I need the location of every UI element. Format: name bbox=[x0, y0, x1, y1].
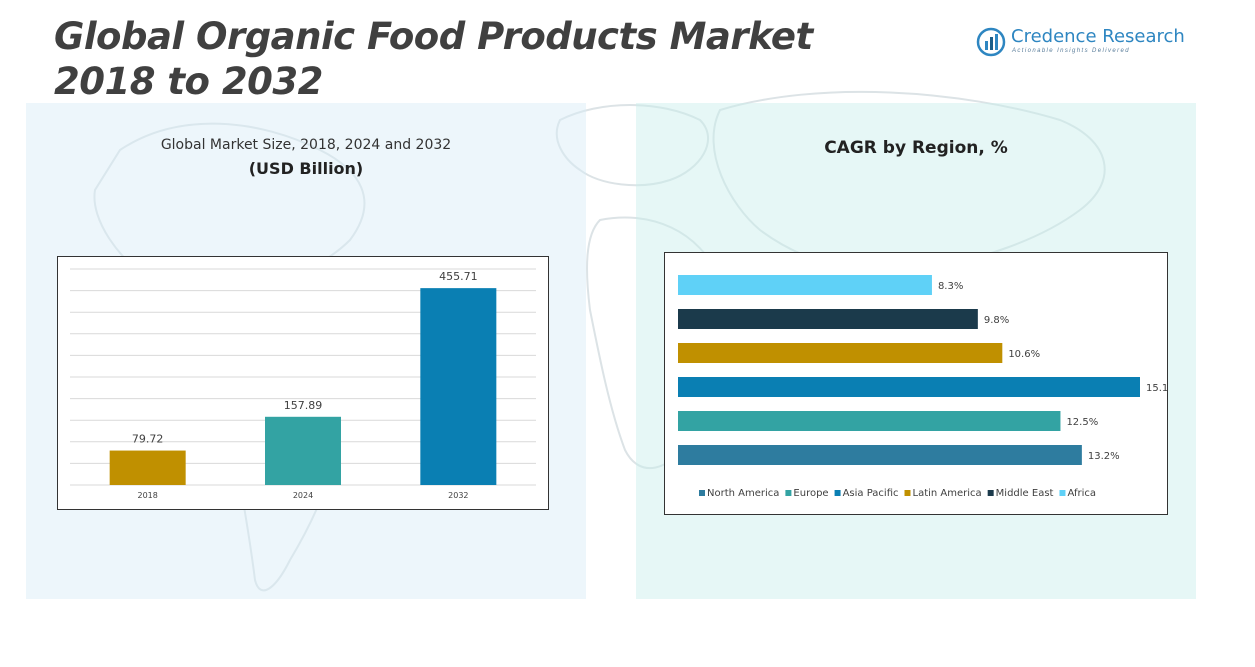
legend-swatch bbox=[834, 490, 841, 496]
legend-label: Middle East bbox=[996, 488, 1054, 499]
legend-label: Europe bbox=[793, 488, 828, 499]
x-tick-label: 2018 bbox=[137, 491, 157, 500]
legend-label: Latin America bbox=[913, 488, 982, 499]
legend-swatch bbox=[699, 490, 705, 496]
logo-name: Credence Research bbox=[1011, 26, 1185, 47]
hbar-value-label: 15.1% bbox=[1146, 383, 1167, 394]
hbar-europe bbox=[678, 411, 1061, 431]
cagr-horizontal-bar-chart: 13.2% 12.5% 15.1% 10.6% 9.8% 8.3% North Americ… bbox=[678, 275, 1178, 499]
market-size-title: Global Market Size, 2018, 2024 and 2032 bbox=[160, 137, 452, 153]
hbar-asia-pacific bbox=[678, 377, 1140, 397]
bar-2032 bbox=[420, 288, 497, 485]
market-size-unit: (USD Billion) bbox=[248, 159, 364, 178]
hbar-value-label: 13.2% bbox=[1088, 451, 1120, 462]
market-size-chart-frame: 79.72 2018 157.89 2024 455.71 2032 bbox=[57, 256, 549, 510]
legend-label: North America bbox=[707, 488, 779, 499]
bar-2024 bbox=[265, 416, 341, 485]
page-title-text: Global Organic Food Products Market 2018… bbox=[54, 15, 813, 103]
hbar-africa bbox=[678, 275, 932, 295]
market-size-bar-chart: 79.72 2018 157.89 2024 455.71 2032 bbox=[70, 268, 536, 500]
bar-2018 bbox=[109, 450, 186, 485]
credence-research-logo: Credence Research Actionable Insights De… bbox=[976, 26, 1185, 60]
hbar-value-label: 10.6% bbox=[1008, 349, 1040, 360]
hbar-value-label: 8.3% bbox=[938, 281, 963, 292]
page-title: Global Organic Food Products Market 2018… bbox=[54, 14, 813, 104]
hbar-north-america bbox=[678, 445, 1082, 465]
legend-swatch bbox=[785, 490, 792, 496]
legend-swatch bbox=[987, 490, 994, 496]
legend-swatch bbox=[904, 490, 911, 496]
hbar-latin-america bbox=[678, 343, 1003, 363]
legend-label: Asia Pacific bbox=[843, 488, 899, 499]
bar-chart-logo-icon bbox=[976, 27, 1006, 57]
cagr-title: CAGR by Region, % bbox=[824, 138, 1008, 158]
legend-swatch bbox=[1059, 490, 1066, 496]
legend-label: Africa bbox=[1067, 488, 1096, 499]
cagr-chart-frame: 13.2% 12.5% 15.1% 10.6% 9.8% 8.3% North Americ… bbox=[664, 252, 1178, 515]
bar-value-label: 157.89 bbox=[284, 399, 323, 412]
x-tick-label: 2024 bbox=[293, 491, 313, 500]
logo-tagline: Actionable Insights Delivered bbox=[1012, 48, 1130, 54]
hbar-value-label: 12.5% bbox=[1066, 417, 1098, 428]
hbar-middle-east bbox=[678, 309, 978, 329]
bar-value-label: 455.71 bbox=[439, 270, 478, 283]
hbar-value-label: 9.8% bbox=[984, 315, 1009, 326]
bar-value-label: 79.72 bbox=[132, 433, 164, 446]
legend: North America Europe Asia Pacific Latin Ame… bbox=[699, 488, 1096, 499]
x-tick-label: 2032 bbox=[448, 491, 468, 500]
